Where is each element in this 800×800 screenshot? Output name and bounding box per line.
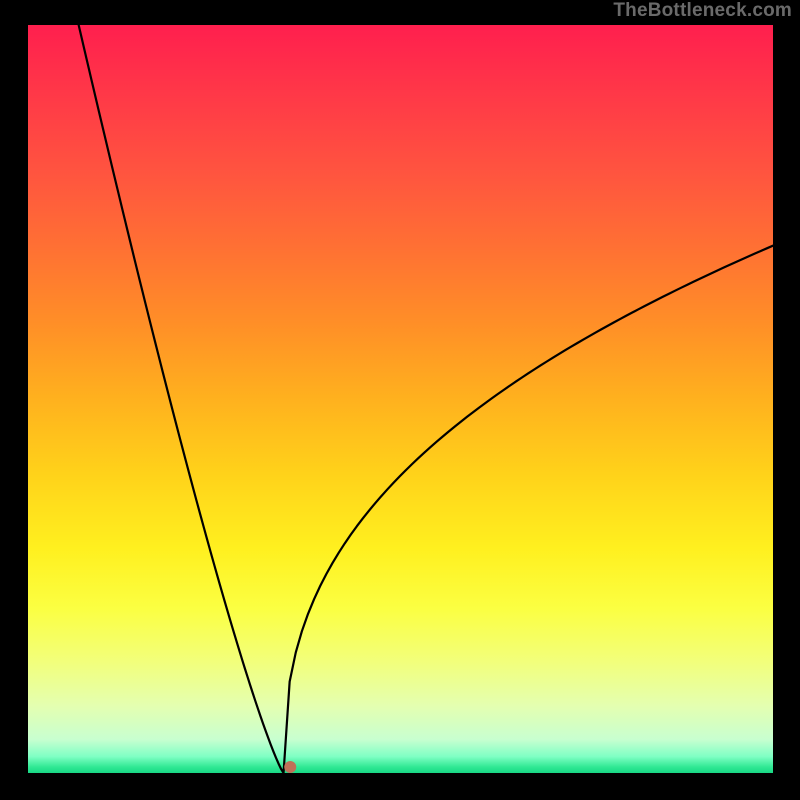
plot-background bbox=[28, 25, 773, 773]
watermark-text: TheBottleneck.com bbox=[613, 0, 792, 22]
vertex-marker bbox=[284, 761, 296, 773]
bottleneck-plot bbox=[28, 25, 773, 773]
